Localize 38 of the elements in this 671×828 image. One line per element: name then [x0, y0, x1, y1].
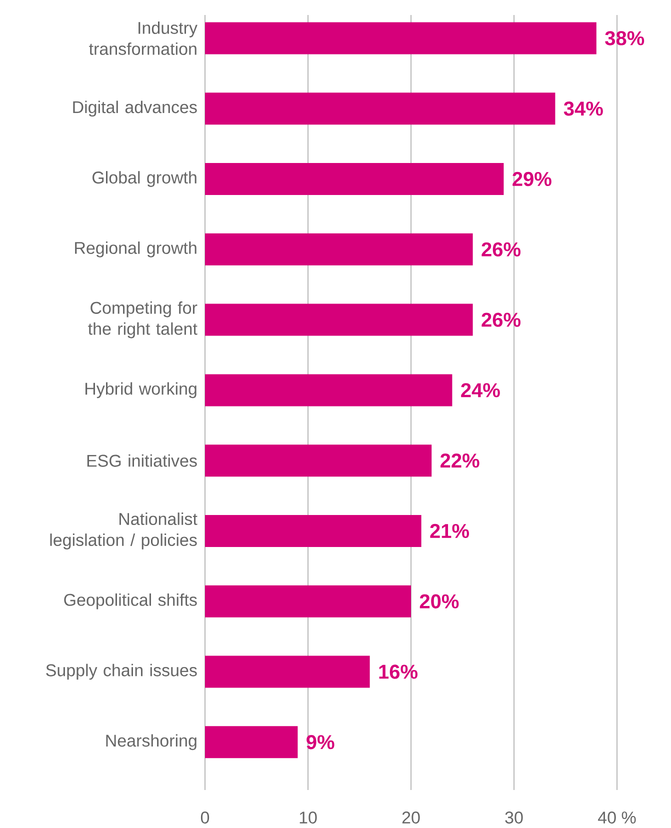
- bar: [205, 233, 473, 266]
- bar: [205, 374, 452, 406]
- data-label: 38%: [605, 31, 644, 46]
- x-tick-label: 10: [300, 812, 317, 824]
- y-tick-label: Nearshoring: [106, 734, 196, 750]
- y-tick-label: Geopolitical shifts: [64, 593, 197, 610]
- y-tick-label: Competing for the right talent: [88, 301, 198, 338]
- data-label: 22%: [440, 454, 480, 468]
- bar: [205, 514, 422, 547]
- data-label: 29%: [512, 172, 552, 186]
- y-tick-label: Digital advances: [73, 100, 197, 117]
- bar: [205, 304, 473, 336]
- x-tick-label: 20: [402, 812, 420, 824]
- data-label: 34%: [564, 102, 603, 116]
- data-label: 16%: [379, 664, 418, 679]
- y-tick-label: Hybrid working: [86, 382, 196, 398]
- bar: [205, 726, 298, 758]
- y-tick-label: Regional growth: [75, 241, 196, 258]
- bar: [205, 656, 370, 688]
- y-tick-label: Supply chain issues: [46, 664, 197, 680]
- data-label: 24%: [461, 383, 500, 398]
- bar: [205, 585, 412, 618]
- y-tick-label: Industry transformation: [89, 21, 198, 55]
- data-label: 9%: [306, 735, 334, 750]
- data-label: 21%: [430, 524, 469, 538]
- bar: [205, 163, 504, 196]
- x-tick-label: 0: [200, 812, 210, 824]
- data-label: 26%: [482, 242, 520, 256]
- bar: [205, 444, 432, 477]
- bar: [205, 92, 556, 125]
- x-tick-label: 40 %: [598, 812, 636, 824]
- y-tick-label: Global growth: [92, 171, 196, 187]
- bar: [205, 22, 596, 54]
- x-tick-label: 30: [505, 812, 523, 824]
- data-label: 20%: [420, 594, 459, 608]
- y-tick-label: Nationalist legislation / policies: [50, 512, 198, 550]
- data-label: 26%: [482, 312, 520, 327]
- y-tick-label: ESG initiatives: [87, 454, 197, 467]
